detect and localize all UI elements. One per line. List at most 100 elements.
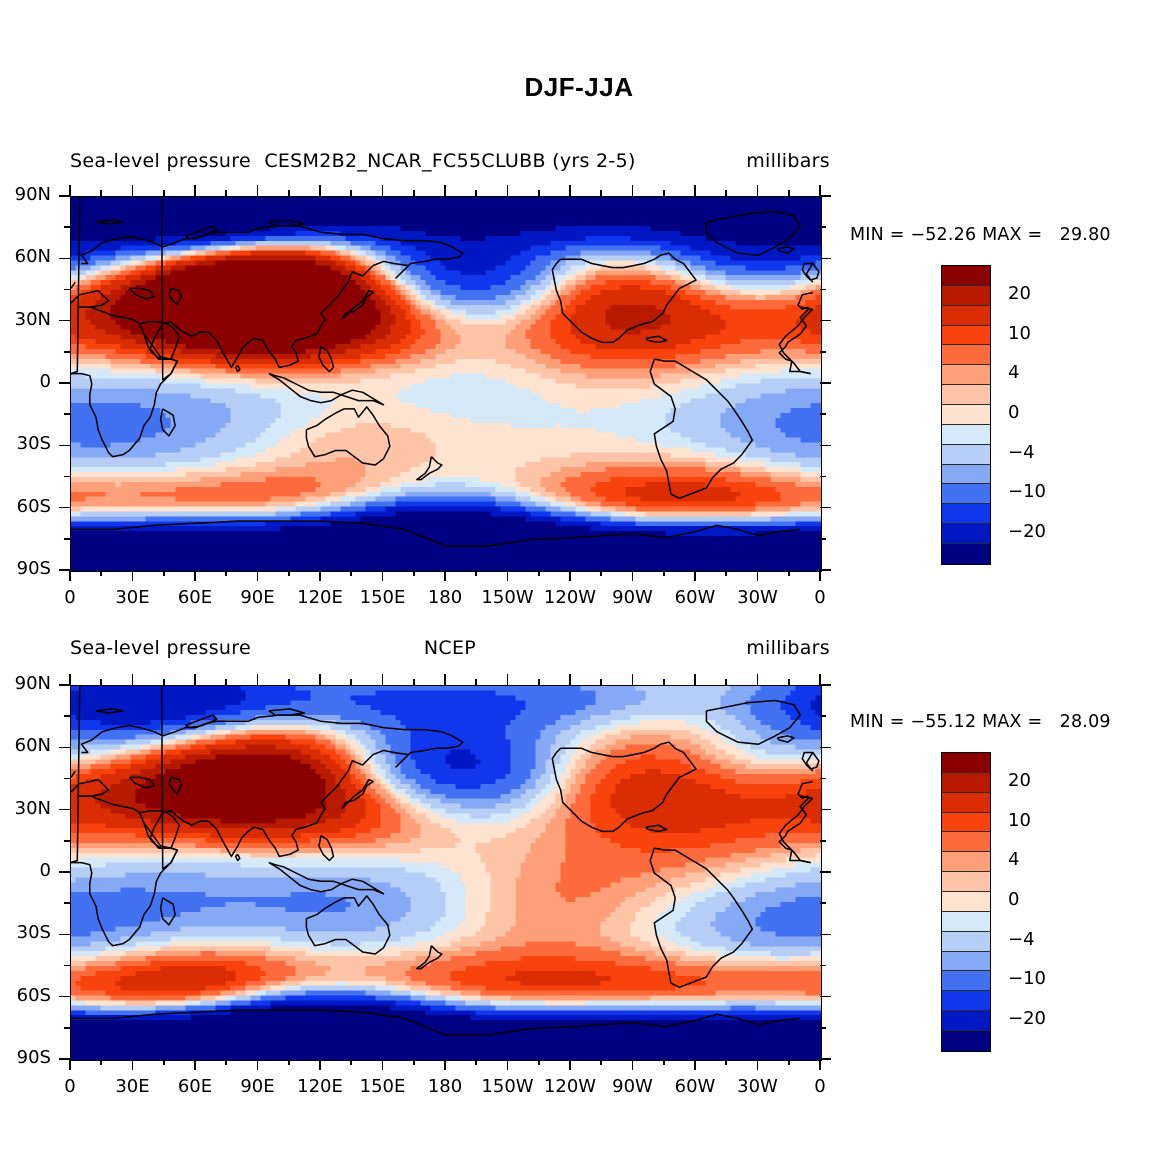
x-axis-label: 90W bbox=[612, 587, 653, 608]
y-tick-major-right bbox=[820, 995, 831, 998]
x-tick-minor bbox=[350, 570, 353, 576]
x-tick-major-top bbox=[69, 674, 71, 685]
x-tick-major bbox=[69, 1059, 71, 1070]
y-axis-label: 30S bbox=[16, 433, 51, 455]
panel-obs-units-label: millibars bbox=[746, 637, 830, 659]
colorbar-tick-label: 20 bbox=[1008, 769, 1031, 791]
figure-title: DJF-JJA bbox=[524, 72, 634, 102]
colorbar-tick-label: 10 bbox=[1008, 809, 1031, 831]
x-tick-major bbox=[256, 1059, 259, 1070]
y-tick-major bbox=[59, 995, 70, 998]
x-tick-minor-top bbox=[475, 190, 478, 196]
x-axis-label: 30E bbox=[115, 587, 150, 608]
x-tick-major bbox=[194, 570, 196, 581]
x-tick-major-top bbox=[444, 674, 446, 685]
y-tick-major-right bbox=[820, 319, 831, 322]
map-plot-model[interactable] bbox=[70, 196, 822, 572]
map-contour-field bbox=[71, 686, 821, 1060]
colorbar-tick-label: 4 bbox=[1008, 362, 1020, 384]
x-tick-major-top bbox=[631, 674, 634, 685]
x-tick-minor-top bbox=[162, 190, 165, 196]
colorbar-segment bbox=[942, 872, 990, 893]
y-axis-label: 30N bbox=[14, 308, 51, 330]
colorbar-tick-label: −20 bbox=[1008, 1008, 1046, 1030]
colorbar-segment bbox=[942, 504, 990, 525]
x-tick-minor-top bbox=[600, 190, 603, 196]
x-tick-minor bbox=[787, 1059, 790, 1065]
colorbar-tick-label: −4 bbox=[1008, 441, 1035, 463]
colorbar-segment bbox=[942, 524, 990, 545]
y-tick-minor-right bbox=[820, 538, 826, 540]
x-axis-label: 60W bbox=[674, 587, 716, 608]
x-tick-major-top bbox=[506, 185, 509, 196]
x-tick-major-top bbox=[569, 185, 571, 196]
x-tick-major bbox=[131, 570, 134, 581]
x-axis-label: 150W bbox=[481, 1076, 534, 1097]
x-axis-label: 150E bbox=[359, 587, 406, 608]
panel-obs-variable-label: Sea-level pressure bbox=[70, 637, 251, 659]
colorbar-segment bbox=[942, 444, 990, 465]
colorbar-segment bbox=[942, 832, 990, 853]
y-tick-minor bbox=[64, 351, 70, 353]
y-tick-major bbox=[59, 871, 70, 873]
x-tick-minor bbox=[225, 1059, 228, 1065]
panel-model-case-label: CESM2B2_NCAR_FC55CLUBB (yrs 2-5) bbox=[264, 150, 636, 172]
x-axis-label: 120E bbox=[297, 587, 343, 608]
x-tick-major-top bbox=[256, 674, 259, 685]
y-axis-label: 30N bbox=[14, 797, 51, 819]
x-tick-minor bbox=[287, 1059, 290, 1065]
colorbar-tick-label: 10 bbox=[1008, 322, 1031, 344]
x-tick-major bbox=[319, 1059, 321, 1070]
x-tick-major bbox=[256, 570, 259, 581]
colorbar-segment bbox=[942, 424, 990, 445]
x-axis-label: 90E bbox=[240, 1076, 275, 1097]
colorbar-tick-label: 20 bbox=[1008, 282, 1031, 304]
x-axis-label: 0 bbox=[814, 1076, 826, 1097]
colorbar-segment bbox=[942, 285, 990, 306]
x-tick-major bbox=[69, 570, 71, 581]
y-tick-minor bbox=[64, 288, 70, 291]
y-tick-major bbox=[59, 319, 70, 322]
y-tick-minor bbox=[64, 715, 70, 717]
x-tick-major-top bbox=[381, 674, 384, 685]
panel-obs-case-label: NCEP bbox=[423, 637, 477, 659]
x-tick-major-top bbox=[569, 674, 571, 685]
x-tick-minor-top bbox=[100, 679, 103, 685]
y-tick-major-right bbox=[820, 871, 831, 873]
x-tick-minor bbox=[475, 1059, 478, 1065]
colorbar-segment bbox=[942, 365, 990, 386]
x-tick-major bbox=[506, 1059, 509, 1070]
x-axis-label: 30W bbox=[737, 1076, 778, 1097]
map-plot-obs[interactable] bbox=[70, 685, 822, 1061]
x-tick-major-top bbox=[319, 674, 321, 685]
x-tick-minor bbox=[475, 570, 478, 576]
y-tick-minor bbox=[64, 226, 70, 228]
x-tick-major bbox=[631, 570, 634, 581]
x-tick-minor-top bbox=[787, 679, 790, 685]
y-tick-major-right bbox=[820, 684, 831, 686]
x-tick-minor bbox=[412, 570, 415, 576]
x-tick-major-top bbox=[756, 185, 759, 196]
x-tick-minor bbox=[600, 1059, 603, 1065]
x-tick-major bbox=[569, 570, 571, 581]
panel-model-minmax: MIN = −52.26 MAX = 29.80 bbox=[850, 225, 1111, 245]
y-tick-minor-right bbox=[820, 475, 826, 478]
x-tick-major-top bbox=[194, 185, 196, 196]
x-axis-label: 0 bbox=[64, 587, 76, 608]
y-tick-major-right bbox=[820, 382, 831, 384]
x-tick-major bbox=[506, 570, 509, 581]
y-axis-label: 60S bbox=[16, 495, 51, 517]
y-tick-minor bbox=[64, 1027, 70, 1029]
x-tick-minor-top bbox=[662, 190, 665, 196]
y-tick-minor bbox=[64, 777, 70, 780]
colorbar-segment bbox=[942, 405, 990, 425]
panel-obs-header: Sea-level pressure NCEP millibars bbox=[70, 637, 830, 663]
x-tick-minor bbox=[287, 570, 290, 576]
x-axis-label: 0 bbox=[814, 587, 826, 608]
colorbar-tick-label: −10 bbox=[1008, 481, 1046, 503]
x-tick-minor-top bbox=[225, 190, 228, 196]
colorbar-tick-label: −10 bbox=[1008, 968, 1046, 990]
x-tick-major-top bbox=[381, 185, 384, 196]
x-axis-label: 90E bbox=[240, 587, 275, 608]
x-tick-minor bbox=[725, 1059, 728, 1065]
